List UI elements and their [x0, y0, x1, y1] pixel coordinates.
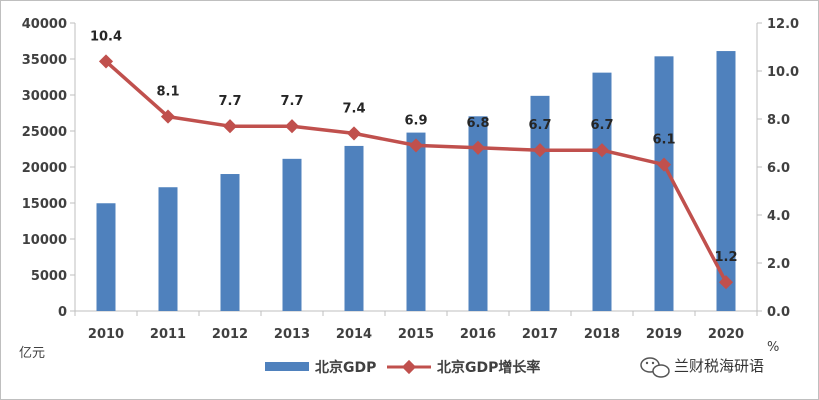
x-tick-label: 2016 [460, 327, 496, 342]
x-tick-label: 2020 [708, 327, 744, 342]
growth-rate-label-2014: 7.4 [342, 101, 365, 116]
right-tick-label: 6.0 [767, 161, 790, 176]
bar-2015 [406, 132, 426, 311]
bar-2011 [158, 187, 178, 311]
legend: 北京GDP 北京GDP增长率 [265, 359, 540, 376]
x-tick-label: 2014 [336, 327, 372, 342]
bar-2016 [468, 116, 488, 311]
bar-2010 [96, 203, 116, 311]
right-tick-label: 0.0 [767, 305, 790, 320]
bar-2012 [220, 174, 240, 311]
x-tick-label: 2015 [398, 327, 434, 342]
left-axis-unit: 亿元 [19, 346, 45, 361]
legend-label-line: 北京GDP增长率 [437, 359, 540, 376]
growth-rate-label-2019: 6.1 [652, 133, 675, 148]
bar-2014 [344, 145, 364, 311]
growth-rate-label-2013: 7.7 [280, 94, 303, 109]
x-tick-label: 2018 [584, 327, 620, 342]
right-axis-unit: % [767, 340, 779, 355]
x-tick-label: 2013 [274, 327, 310, 342]
growth-rate-marker-2014 [346, 126, 362, 141]
right-tick-label: 10.0 [767, 65, 799, 80]
bar-series [96, 51, 736, 312]
growth-rate-marker-2016 [470, 140, 486, 155]
right-tick-label: 8.0 [767, 113, 790, 128]
wechat-icon [640, 357, 670, 378]
bar-2019 [654, 56, 674, 312]
line-data-labels: 10.4 8.1 7.7 7.7 7.4 6.9 6.8 6.7 6.7 6.1 1.2 [90, 29, 738, 265]
growth-rate-label-2011: 8.1 [156, 85, 179, 100]
left-tick-label: 20000 [22, 161, 67, 176]
left-tick-label: 5000 [31, 269, 67, 284]
x-tick-label: 2017 [522, 327, 558, 342]
left-y-ticks: 0 5000 10000 15000 20000 25000 30000 35000 40000 [22, 17, 75, 320]
growth-rate-label-2010: 10.4 [90, 29, 122, 44]
growth-rate-label-2012: 7.7 [218, 94, 241, 109]
x-tick-label: 2012 [212, 327, 248, 342]
bar-2020 [716, 51, 736, 311]
bar-2013 [282, 158, 302, 311]
growth-rate-marker-2020 [718, 275, 734, 290]
left-tick-label: 0 [58, 305, 67, 320]
growth-rate-label-2018: 6.7 [590, 118, 613, 133]
left-tick-label: 15000 [22, 197, 67, 212]
growth-rate-marker-2017 [532, 143, 548, 158]
growth-rate-label-2020: 1.2 [714, 250, 737, 265]
x-tick-label: 2010 [88, 327, 124, 342]
growth-rate-marker-2013 [284, 119, 300, 134]
legend-swatch-marker [401, 359, 417, 375]
left-tick-label: 30000 [22, 89, 67, 104]
growth-rate-label-2016: 6.8 [466, 116, 489, 131]
growth-rate-marker-2015 [408, 138, 424, 153]
growth-rate-marker-2018 [594, 143, 610, 158]
x-ticks: 2010 2011 2012 2013 2014 2015 2016 2017 2018 2019… [74, 311, 758, 342]
legend-swatch-bar [265, 362, 309, 371]
right-tick-label: 2.0 [767, 257, 790, 272]
watermark-text: 兰财税海研语 [674, 357, 764, 375]
x-tick-label: 2011 [150, 327, 186, 342]
growth-rate-label-2015: 6.9 [404, 113, 427, 128]
right-y-ticks: 0.0 2.0 4.0 6.0 8.0 10.0 12.0 [757, 17, 799, 320]
growth-rate-label-2017: 6.7 [528, 118, 551, 133]
watermark: 兰财税海研语 [640, 357, 764, 378]
left-tick-label: 25000 [22, 125, 67, 140]
right-tick-label: 12.0 [767, 17, 799, 32]
left-tick-label: 10000 [22, 233, 67, 248]
x-tick-label: 2019 [646, 327, 682, 342]
right-tick-label: 4.0 [767, 209, 790, 224]
growth-rate-marker-2019 [656, 157, 672, 172]
bar-2018 [592, 72, 612, 311]
left-tick-label: 35000 [22, 53, 67, 68]
growth-rate-marker-2012 [222, 119, 238, 134]
legend-label-bar: 北京GDP [315, 359, 376, 376]
left-tick-label: 40000 [22, 17, 67, 32]
